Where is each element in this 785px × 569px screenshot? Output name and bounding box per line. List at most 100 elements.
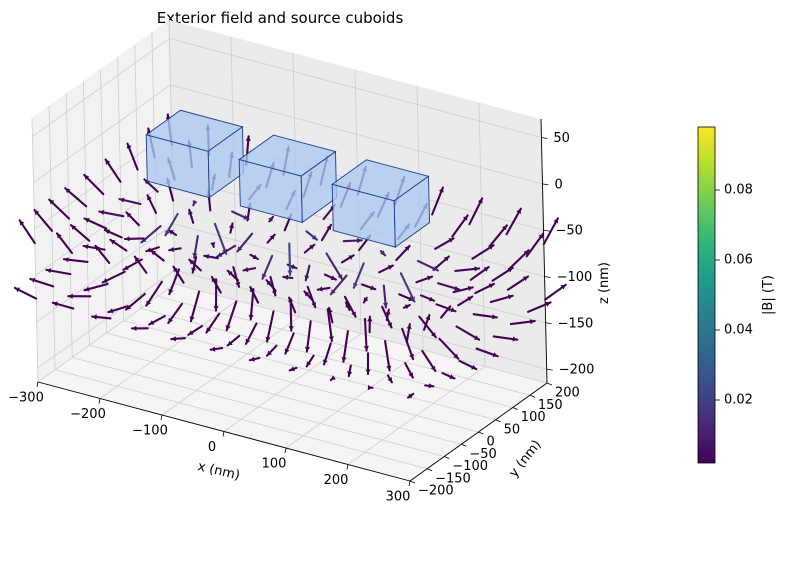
y-grid-left xyxy=(48,105,56,370)
field-arrow xyxy=(55,232,74,255)
tick xyxy=(98,398,101,404)
field-arrow xyxy=(225,300,238,332)
field-arrow xyxy=(150,249,165,262)
field-arrow xyxy=(347,364,353,378)
z-tick-label: −100 xyxy=(557,270,593,285)
field-arrow xyxy=(492,335,519,342)
field-arrow xyxy=(395,244,411,262)
field-arrow xyxy=(145,280,163,307)
field-arrow xyxy=(401,327,415,361)
field-arrow xyxy=(542,217,559,246)
tick xyxy=(546,382,553,386)
field-arrow xyxy=(424,383,435,389)
field-arrow xyxy=(488,224,508,248)
field-arrow xyxy=(544,283,567,301)
y-grid-left xyxy=(65,93,73,358)
y-tick-label: −150 xyxy=(435,471,471,486)
field-arrow xyxy=(133,255,148,274)
field-arrow xyxy=(329,375,336,382)
field-arrow xyxy=(210,275,222,294)
field-arrow xyxy=(378,264,394,274)
field-arrow xyxy=(168,246,182,252)
field-arrow xyxy=(385,308,391,321)
y-tick-label: 150 xyxy=(538,398,563,413)
field-arrow xyxy=(236,232,254,253)
field-arrow xyxy=(421,349,437,373)
field-arrow xyxy=(451,214,469,238)
colorbar-fill xyxy=(697,126,716,464)
field-arrow xyxy=(284,332,295,355)
field-arrow xyxy=(288,366,298,372)
z-grid-left xyxy=(37,269,175,369)
field-arrow xyxy=(475,347,499,358)
field-arrow xyxy=(452,285,474,294)
tick xyxy=(544,276,551,278)
field-arrow xyxy=(83,282,109,292)
x-tick-label: 0 xyxy=(208,440,216,455)
source-cuboid-1 xyxy=(145,109,244,199)
field-arrow xyxy=(188,258,202,272)
field-arrow xyxy=(172,265,185,284)
field-arrow xyxy=(474,282,495,295)
field-arrow xyxy=(342,238,363,244)
tick xyxy=(478,431,484,435)
field-arrow xyxy=(304,320,312,353)
tick xyxy=(409,480,416,484)
field-arrow xyxy=(454,266,481,272)
x-tick-label: 200 xyxy=(324,473,349,488)
field-arrow xyxy=(265,344,278,357)
field-arrow xyxy=(326,307,334,343)
field-arrow xyxy=(422,314,431,331)
field-arrow xyxy=(404,362,414,379)
field-arrow xyxy=(525,232,545,258)
tick xyxy=(461,443,467,447)
field-arrow xyxy=(203,254,219,260)
colorbar-tick-label: 0.02 xyxy=(724,393,753,408)
field-arrow xyxy=(402,304,411,310)
field-arrow xyxy=(140,225,162,244)
field-arrow xyxy=(261,254,274,280)
field-arrow xyxy=(228,222,234,234)
field-arrow xyxy=(468,197,484,226)
field-arrow xyxy=(62,257,89,263)
cuboid-side-face xyxy=(393,175,430,248)
z-grid-back xyxy=(169,38,542,138)
z-tick-label: −50 xyxy=(556,224,583,239)
field-arrow xyxy=(103,228,123,239)
field-arrow xyxy=(64,187,88,208)
field-arrow xyxy=(431,186,444,216)
z-axis-label: z (nm) xyxy=(597,262,612,304)
tick xyxy=(541,137,548,139)
field-arrow xyxy=(288,296,297,314)
field-arrow xyxy=(386,374,393,384)
tick xyxy=(346,464,349,470)
y-grid-floor xyxy=(174,283,548,384)
field-arrow xyxy=(322,342,332,366)
tick xyxy=(284,447,287,454)
field-arrow xyxy=(379,250,387,257)
field-arrow xyxy=(210,242,216,248)
field-arrow xyxy=(365,352,371,376)
field-arrow xyxy=(471,244,495,260)
tick xyxy=(36,381,39,388)
field-arrow xyxy=(170,336,186,342)
field-arrow xyxy=(94,244,111,264)
x-axis-label: x (nm) xyxy=(196,459,241,483)
y-tick-label: 50 xyxy=(504,422,521,437)
z-grid-back xyxy=(170,84,543,185)
field-arrow xyxy=(167,229,178,237)
field-arrow xyxy=(45,268,72,276)
field-arrow xyxy=(367,315,373,334)
field-arrow xyxy=(83,173,105,196)
field-arrow xyxy=(304,264,311,282)
field-arrow xyxy=(188,208,195,224)
field-arrow xyxy=(216,244,237,258)
y-axis-label: y (nm) xyxy=(506,437,544,480)
field-arrow xyxy=(109,238,128,252)
field-arrow xyxy=(340,254,355,264)
field-arrow xyxy=(509,319,536,326)
tick xyxy=(408,480,411,487)
tick xyxy=(160,414,163,421)
x-tick-label: 300 xyxy=(386,490,411,505)
